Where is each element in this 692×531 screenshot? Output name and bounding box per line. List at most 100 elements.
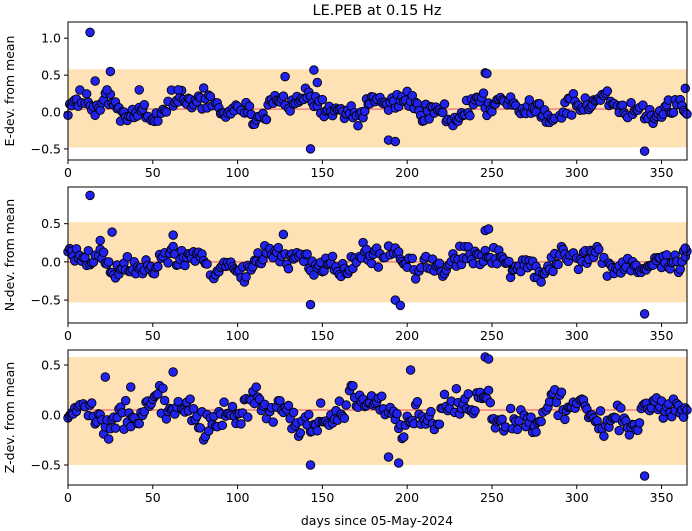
data-point [261,114,272,125]
data-point [602,86,613,96]
data-point [309,65,319,75]
data-point [103,434,114,444]
panel-3: 0 50 100 150 200 250 300 350 −0.5 0.0 0.5 Z-dev. fr… [2,349,692,505]
data-points [63,27,692,156]
data-point [680,243,691,253]
data-point [278,91,289,101]
data-point [317,94,328,105]
data-point [392,408,402,419]
data-point [634,418,645,428]
data-point [661,250,672,260]
y-tick-label: 0.0 [41,254,61,269]
data-point [227,401,238,412]
y-tick-label: 0.5 [41,216,61,231]
data-point [158,383,168,393]
data-point [202,259,212,269]
y-axis-label: N-dev. from mean [2,199,17,311]
data-point [163,258,173,268]
data-point [524,95,535,105]
data-point [85,190,95,201]
x-tick-label: 100 [226,490,250,505]
data-point [244,101,255,111]
data-point [485,397,496,408]
data-point [680,83,691,94]
data-point [305,460,316,470]
data-point [90,76,100,86]
data-point [110,423,121,433]
data-point [617,100,628,111]
x-tick-label: 350 [650,328,674,343]
data-point [526,412,536,422]
x-tick-label: 100 [226,165,250,180]
data-point [315,398,326,408]
x-tick-label: 150 [310,490,334,505]
data-point [168,367,178,377]
data-point [536,277,546,287]
data-point [616,403,626,413]
data-point [312,77,323,88]
data-point [295,428,306,438]
data-point [504,256,514,267]
data-point [439,389,450,400]
data-point [180,260,190,271]
data-point [639,146,650,156]
data-point [407,253,418,264]
data-point [198,83,209,93]
data-point [451,383,462,394]
data-point [125,382,136,392]
data-point [236,419,246,429]
data-point [483,354,494,364]
data-point [219,397,229,407]
data-point [595,406,606,416]
data-point [153,116,163,126]
data-point [639,309,650,319]
data-point [599,431,609,441]
x-tick-label: 150 [310,165,334,180]
data-point [105,66,116,77]
data-point [120,395,131,406]
data-point [568,88,579,99]
data-point [95,235,105,246]
data-point [168,230,178,240]
data-point [278,229,289,240]
axes-frame [67,349,688,486]
data-point [100,372,111,382]
data-point [85,27,95,38]
data-point [275,395,285,406]
data-point [531,427,541,437]
x-tick-label: 0 [64,490,72,505]
data-point [195,423,206,433]
data-point [283,264,294,274]
y-axis-label: E-dev. from mean [2,36,17,147]
data-point [81,89,92,99]
data-point [393,458,404,468]
data-point [638,100,648,110]
data-point [434,419,445,429]
data-point [268,417,278,427]
data-point [434,258,445,269]
x-tick-label: 200 [395,165,419,180]
data-point [159,395,170,406]
data-point [512,424,523,435]
x-tick-label: 200 [395,328,419,343]
data-point [122,252,133,262]
data-point [134,85,144,95]
x-tick-label: 0 [64,165,72,180]
data-point [536,416,546,427]
data-point [185,394,195,404]
y-tick-label: 0.5 [41,68,61,83]
axes-frame [67,21,688,161]
data-point [288,407,299,418]
data-point [251,382,261,392]
x-tick-label: 300 [565,490,589,505]
data-point [305,299,316,310]
data-point [483,224,494,234]
data-point [153,261,163,272]
data-point [339,413,350,424]
axes-frame [67,186,688,324]
data-point [395,300,406,311]
data-point [168,241,178,252]
panels-container: 0 50 100 150 200 250 300 350 −0.5 0.0 0.5 1.0 E-dev.… [2,21,692,505]
data-point [399,432,409,442]
data-point [353,120,363,131]
